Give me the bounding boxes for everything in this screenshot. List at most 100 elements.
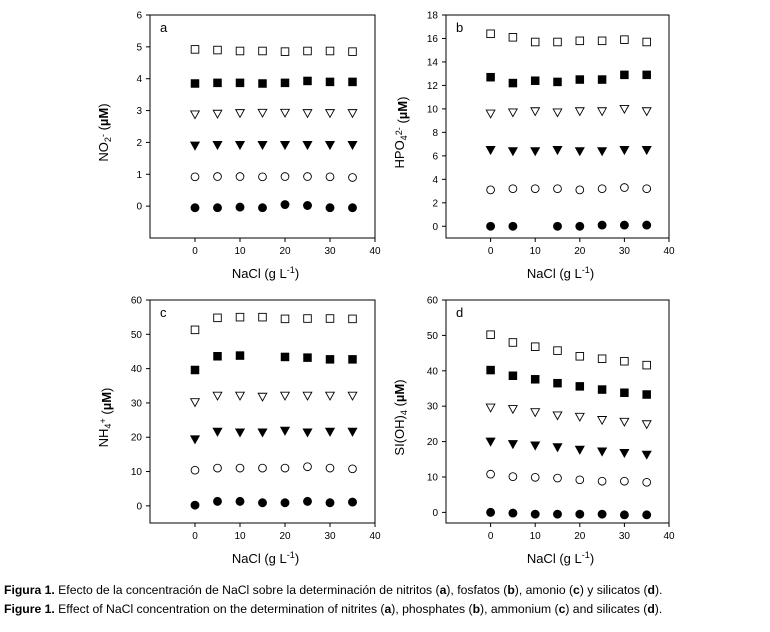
marker-open-circle (530, 184, 540, 194)
marker-open-circle (620, 476, 629, 486)
marker-open-circle (530, 472, 540, 482)
marker-open-square (190, 45, 200, 54)
marker-filled-triangle (641, 450, 652, 460)
x-axis-label: NaCl (g L-1) (527, 265, 594, 281)
marker-filled-square (235, 351, 245, 360)
y-tick-label: 16 (427, 34, 439, 45)
marker-open-circle (575, 475, 585, 485)
series-open-triangle-down (189, 108, 358, 120)
panel-label: b (456, 20, 463, 35)
marker-open-square (213, 313, 222, 323)
caption-text: ). (654, 602, 663, 616)
y-tick-label: 14 (427, 57, 439, 68)
marker-open-square (553, 346, 562, 355)
marker-open-triangle (574, 107, 585, 117)
marker-filled-triangle (347, 427, 358, 437)
caption-text: ), fosfatos ( (446, 583, 508, 597)
marker-filled-square (597, 385, 607, 394)
marker-open-circle (303, 172, 312, 181)
marker-open-circle (575, 185, 585, 195)
marker-filled-circle (280, 200, 290, 210)
series-filled-square (486, 365, 651, 399)
y-tick-label: 5 (136, 42, 142, 53)
y-tick-label: 50 (427, 331, 439, 342)
series-filled-circle (190, 496, 357, 510)
marker-filled-triangle (257, 141, 268, 151)
marker-open-square (508, 338, 518, 347)
panel-label: a (160, 20, 168, 35)
marker-filled-circle (575, 221, 585, 231)
marker-open-triangle (530, 408, 541, 418)
caption-label: Figura 1. (4, 583, 55, 597)
marker-open-triangle (212, 109, 223, 119)
marker-filled-circle (348, 203, 357, 213)
y-tick-label: 10 (427, 472, 439, 483)
marker-filled-triangle (234, 141, 246, 151)
marker-filled-square (530, 375, 540, 384)
marker-open-triangle (279, 108, 291, 118)
series-filled-triangle-down (189, 426, 358, 445)
y-tick-label: 4 (136, 74, 142, 85)
marker-open-triangle (324, 109, 336, 119)
marker-filled-triangle (279, 426, 291, 436)
caption-panel-ref: a (384, 602, 392, 616)
marker-filled-circle (213, 203, 222, 213)
marker-open-circle (235, 463, 245, 473)
marker-filled-circle (486, 507, 496, 517)
series-filled-square (190, 351, 357, 375)
y-tick-label: 40 (131, 364, 143, 375)
chart-panel-b: b 0 10 20 30 40 0 2 4 6 8 10 12 14 16 18 NaCl (g L-1) HPO… (392, 11, 675, 282)
caption-text: ), ammonium ( (480, 602, 559, 616)
marker-open-square (303, 314, 312, 323)
caption-label: Figure 1. (4, 602, 55, 616)
marker-open-circle (190, 465, 200, 475)
y-tick-label: 30 (427, 402, 439, 413)
marker-open-square (597, 354, 607, 364)
marker-open-triangle (189, 398, 201, 408)
marker-open-circle (303, 462, 312, 472)
marker-filled-square (235, 78, 245, 88)
x-tick-label: 10 (530, 246, 542, 257)
marker-filled-circle (235, 496, 245, 506)
caption-panel-ref: d (647, 602, 655, 616)
marker-open-triangle (552, 108, 563, 118)
y-tick-label: 6 (432, 151, 438, 162)
marker-filled-square (553, 77, 562, 87)
marker-open-triangle (257, 108, 268, 118)
marker-filled-circle (530, 509, 540, 519)
marker-filled-square (280, 352, 290, 362)
x-tick-label: 30 (324, 246, 336, 257)
marker-filled-triangle (485, 146, 496, 156)
marker-filled-square (620, 70, 629, 80)
marker-open-circle (597, 184, 607, 194)
marker-filled-square (303, 76, 312, 86)
marker-open-circle (258, 463, 267, 473)
marker-open-circle (486, 469, 495, 479)
marker-open-square (280, 314, 290, 324)
y-tick-label: 3 (136, 106, 142, 117)
y-axis-label: NH4+ (µM) (96, 388, 114, 448)
y-tick-label: 10 (131, 467, 143, 478)
x-tick-label: 30 (619, 246, 631, 257)
marker-open-square (348, 314, 357, 324)
marker-filled-triangle (530, 147, 541, 157)
marker-open-square (325, 46, 335, 56)
marker-filled-triangle (619, 448, 630, 459)
series-filled-circle (486, 220, 652, 231)
y-axis-label: NO2- (µM) (96, 103, 113, 161)
series-filled-circle (486, 507, 652, 520)
marker-filled-square (280, 78, 290, 88)
chart-panel-a: a 0 10 20 30 40 0 1 2 3 4 5 6 NaCl (g L-1) NO2- (µM) (96, 11, 381, 282)
x-tick-label: 0 (488, 246, 494, 257)
marker-filled-circle (642, 220, 652, 230)
marker-open-square (303, 46, 312, 56)
marker-filled-square (508, 78, 518, 88)
y-tick-label: 0 (136, 202, 142, 213)
series-open-triangle-down (485, 104, 652, 119)
marker-filled-square (213, 78, 222, 88)
series-filled-triangle-down (189, 141, 358, 151)
plot-frame (445, 299, 670, 524)
marker-open-circle (642, 184, 652, 194)
y-tick-label: 1 (136, 170, 142, 181)
